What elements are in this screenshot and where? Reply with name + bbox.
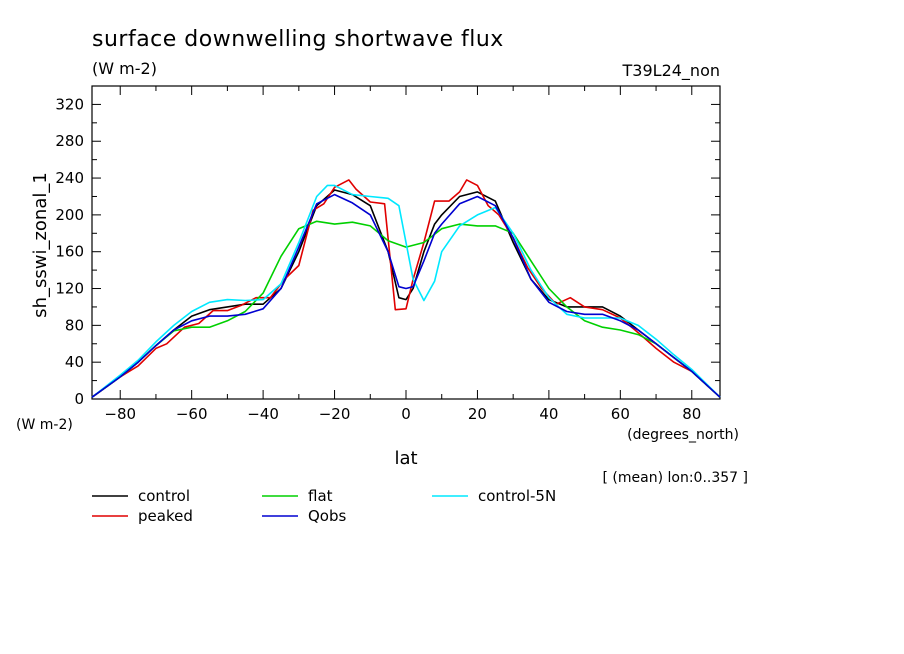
series-line-peaked [91, 179, 721, 398]
x-tick-label: −40 [247, 405, 279, 423]
x-tick-label: −80 [104, 405, 136, 423]
legend-label-flat: flat [308, 487, 333, 505]
x-tick-label: 0 [401, 405, 411, 423]
y-tick-label: 80 [65, 316, 84, 334]
y-tick-label: 160 [55, 243, 84, 261]
y-tick-label: 200 [55, 206, 84, 224]
series-line-control-5n [91, 184, 721, 398]
legend: control peaked flat control-5N Qobs [92, 487, 556, 525]
series-line-flat [91, 220, 721, 398]
y-tick-label: 320 [55, 95, 84, 113]
legend-label-peaked: peaked [138, 507, 193, 525]
x-tick-label: −20 [319, 405, 351, 423]
y-tick-label: 0 [74, 390, 84, 408]
chart-title: surface downwelling shortwave flux [92, 27, 504, 52]
x-tick-label: 80 [682, 405, 701, 423]
y-units-label: (W m-2) [16, 417, 73, 433]
legend-label-control: control [138, 487, 190, 505]
plot-area: −80 −60 −40 −20 0 20 40 60 80 0 40 80 120 160 200 240 28… [55, 85, 721, 423]
y-tick-label: 120 [55, 280, 84, 298]
run-label: T39L24_non [622, 61, 720, 81]
y-axis-title: sh_sswi_zonal_1 [30, 172, 51, 318]
footnote: [ (mean) lon:0..357 ] [603, 470, 748, 486]
x-tick-label: 60 [611, 405, 630, 423]
units-label: (W m-2) [92, 59, 157, 78]
x-tick-label: 20 [468, 405, 487, 423]
x-axis-title: lat [394, 448, 417, 469]
legend-label-qobs: Qobs [308, 507, 347, 525]
x-tick-label: 40 [539, 405, 558, 423]
series-line-qobs [91, 193, 721, 398]
series-line-control [91, 189, 721, 398]
legend-label-control-5n: control-5N [478, 487, 556, 505]
x-units-label: (degrees_north) [627, 427, 739, 443]
x-tick-label: −60 [176, 405, 208, 423]
y-tick-label: 40 [65, 353, 84, 371]
y-tick-label: 280 [55, 132, 84, 150]
y-tick-label: 240 [55, 169, 84, 187]
